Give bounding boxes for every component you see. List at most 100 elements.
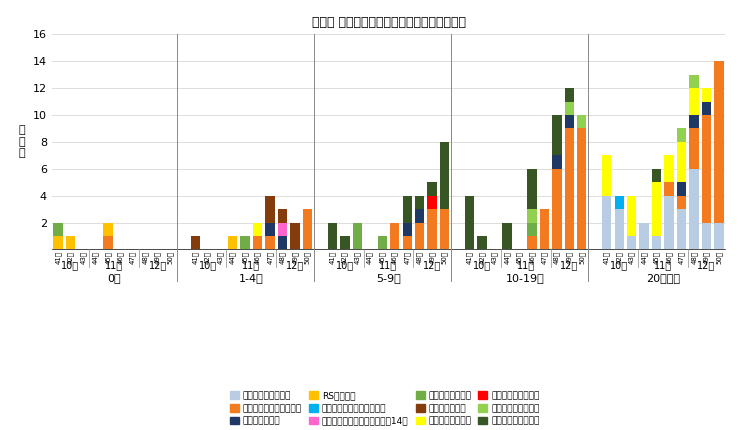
Text: 11月: 11月 — [653, 260, 672, 270]
Bar — [428, 182, 437, 196]
Bar — [278, 236, 287, 249]
Bar — [690, 75, 699, 88]
Bar — [690, 129, 699, 169]
Bar — [677, 209, 686, 249]
Bar — [278, 209, 287, 223]
Text: 10月: 10月 — [473, 260, 491, 270]
Bar — [266, 236, 275, 249]
Bar — [190, 236, 200, 249]
Bar — [677, 142, 686, 182]
Title: 年齢別 病原体検出数の推移（不検出を除く）: 年齢別 病原体検出数の推移（不検出を除く） — [312, 16, 465, 29]
Bar — [602, 196, 611, 249]
Bar — [552, 169, 562, 249]
Bar — [53, 236, 63, 249]
Bar — [253, 236, 262, 249]
Bar — [415, 223, 424, 249]
Bar — [714, 61, 724, 223]
Bar — [303, 209, 312, 249]
Bar — [527, 236, 536, 249]
Text: 10月: 10月 — [336, 260, 354, 270]
Bar — [565, 88, 574, 101]
Bar — [353, 223, 362, 249]
Text: 11月: 11月 — [517, 260, 535, 270]
Bar — [403, 236, 412, 249]
Bar — [539, 209, 549, 249]
Bar — [403, 223, 412, 236]
Bar — [565, 101, 574, 115]
Bar — [104, 223, 112, 236]
Bar — [428, 196, 437, 209]
Bar — [440, 209, 449, 249]
Legend: 新型コロナウイルス, インフルエンザウイルス, ライノウイルス, RSウイルス, ヒトメタニューモウイルス, パラインフルエンザウイルス14型, ヒトボカウイル: 新型コロナウイルス, インフルエンザウイルス, ライノウイルス, RSウイルス,… — [230, 391, 539, 426]
Bar — [614, 209, 624, 249]
Bar — [377, 236, 387, 249]
Bar — [66, 236, 75, 249]
Bar — [565, 129, 574, 249]
Bar — [614, 196, 624, 209]
Bar — [266, 223, 275, 236]
Bar — [502, 223, 511, 249]
Bar — [714, 223, 724, 249]
Text: 12月: 12月 — [286, 260, 304, 270]
Y-axis label: 検
出
数: 検 出 数 — [18, 125, 25, 159]
Bar — [278, 223, 287, 236]
Text: 12月: 12月 — [697, 260, 716, 270]
Bar — [665, 196, 673, 249]
Text: 12月: 12月 — [560, 260, 579, 270]
Bar — [228, 236, 238, 249]
Bar — [340, 236, 349, 249]
Bar — [403, 196, 412, 223]
Bar — [415, 209, 424, 223]
Text: 11月: 11月 — [242, 260, 260, 270]
Bar — [266, 196, 275, 223]
Text: 10月: 10月 — [61, 260, 80, 270]
Bar — [702, 88, 711, 101]
Bar — [527, 209, 536, 223]
Bar — [240, 236, 250, 249]
Bar — [690, 115, 699, 129]
Bar — [477, 236, 487, 249]
Bar — [565, 115, 574, 129]
Bar — [639, 223, 649, 249]
Bar — [253, 223, 262, 236]
Bar — [527, 169, 536, 209]
Bar — [552, 155, 562, 169]
Bar — [577, 129, 587, 249]
Text: 20歳以上: 20歳以上 — [646, 273, 680, 283]
Bar — [527, 223, 536, 236]
Bar — [428, 209, 437, 249]
Bar — [665, 182, 673, 196]
Bar — [390, 223, 400, 249]
Bar — [690, 169, 699, 249]
Text: 12月: 12月 — [423, 260, 441, 270]
Bar — [290, 223, 300, 249]
Text: 0歳: 0歳 — [107, 273, 121, 283]
Bar — [665, 155, 673, 182]
Bar — [702, 223, 711, 249]
Bar — [690, 88, 699, 115]
Bar — [677, 196, 686, 209]
Bar — [552, 115, 562, 155]
Bar — [627, 236, 636, 249]
Text: 11月: 11月 — [380, 260, 397, 270]
Text: 10月: 10月 — [198, 260, 217, 270]
Text: 10-19歳: 10-19歳 — [506, 273, 545, 283]
Bar — [677, 182, 686, 196]
Bar — [652, 236, 662, 249]
Bar — [602, 155, 611, 196]
Bar — [328, 223, 337, 249]
Bar — [440, 142, 449, 209]
Bar — [104, 236, 112, 249]
Text: 10月: 10月 — [610, 260, 628, 270]
Bar — [415, 196, 424, 209]
Bar — [465, 196, 474, 249]
Bar — [702, 115, 711, 223]
Bar — [677, 129, 686, 142]
Text: 5-9歳: 5-9歳 — [376, 273, 401, 283]
Text: 12月: 12月 — [149, 260, 167, 270]
Bar — [577, 115, 587, 129]
Bar — [627, 196, 636, 236]
Bar — [702, 101, 711, 115]
Bar — [652, 169, 662, 182]
Bar — [652, 182, 662, 236]
